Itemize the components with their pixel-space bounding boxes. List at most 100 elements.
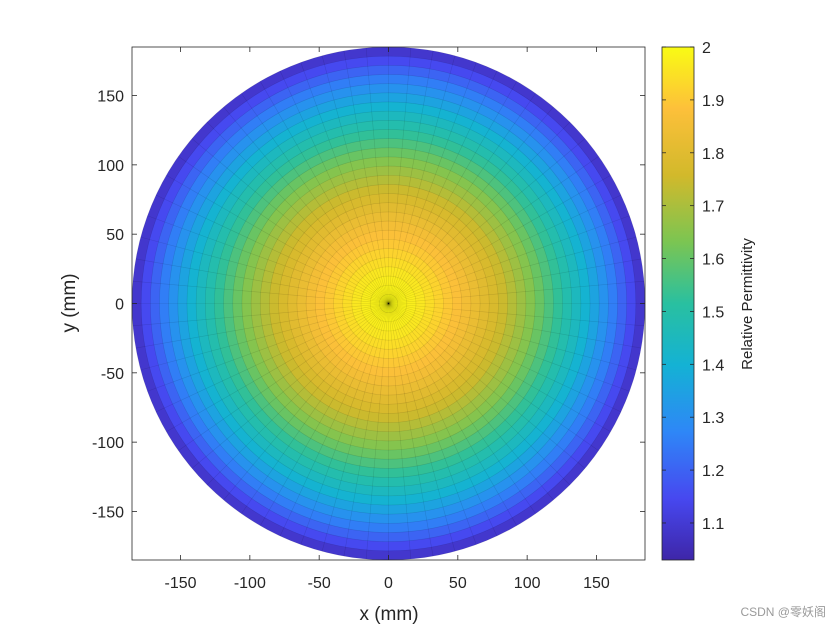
mesh-spoke [388,303,477,545]
y-tick-label: 50 [106,227,124,244]
mesh-spoke [388,70,498,304]
mesh-spoke [132,280,389,304]
mesh-spoke [388,215,630,304]
colorbar-ticks: 2 1.9 1.8 1.7 1.6 1.5 1.4 1.3 1.2 1.1 [662,40,724,533]
mesh-spoke [223,106,389,304]
mesh-spoke [191,138,389,304]
colorbar-tick-label: 1.3 [702,410,724,427]
mesh-ring [296,211,481,396]
mesh-ring [186,101,591,506]
mesh-spoke [300,303,389,545]
mesh-spoke [241,303,389,514]
mesh-spoke [140,236,389,304]
mesh-spoke [388,303,571,486]
mesh-spoke [388,303,456,552]
mesh-spoke [300,62,389,304]
y-tick-label: -50 [101,366,124,383]
mesh-lines [132,47,645,560]
mesh-ring [360,275,417,332]
mesh-spoke [388,121,571,304]
y-tick-label: 0 [115,297,124,314]
mesh-spoke [388,47,412,304]
mesh-ring [223,138,554,469]
mesh-ring [159,74,618,533]
colorbar-tick-label: 1.5 [702,304,724,321]
mesh-spoke [343,303,389,557]
mesh-spoke [343,50,389,304]
mesh-spoke [388,303,586,469]
x-tick-label: 150 [583,575,610,592]
mesh-spoke [259,303,389,526]
mesh-spoke [206,303,389,486]
mesh-ring [305,220,472,387]
colorbar-tick-label: 1.1 [702,516,724,533]
colorbar [661,46,695,561]
colorbar-tick-label: 2 [702,40,711,57]
mesh-spoke [132,303,389,327]
mesh-spoke [388,258,642,304]
mesh-spoke [388,303,637,371]
colorbar-label: Relative Permittivity [739,238,756,370]
mesh-spoke [388,303,630,392]
mesh-spoke [388,138,586,304]
mesh-ring [351,266,426,341]
mesh-spoke [388,194,622,304]
mesh-spoke [259,81,389,304]
mesh-spoke [388,303,599,451]
mesh-spoke [388,50,434,304]
mesh-spoke [388,303,498,537]
mesh-spoke [135,258,389,304]
mesh-spoke [388,62,477,304]
x-tick-label: 0 [384,575,393,592]
y-tick-label: 150 [97,89,124,106]
mesh-ring [140,55,637,552]
y-tick-label: -150 [92,504,124,521]
x-tick-label: -150 [165,575,197,592]
mesh-spoke [365,47,389,304]
mesh-ring [269,184,508,423]
mesh-spoke [388,156,599,304]
mesh-spoke [135,303,389,349]
mesh-spoke [155,303,389,413]
x-axis-label: x (mm) [359,604,418,625]
x-tick-label: 100 [514,575,541,592]
mesh-spoke [388,93,536,304]
mesh-spoke [388,303,536,514]
mesh-spoke [191,303,389,469]
colorbar-tick-label: 1.6 [702,252,724,269]
mesh-spoke [365,303,389,560]
mesh-ring [232,147,545,460]
colorbar-tick-label: 1.2 [702,463,724,480]
y-axis-label: y (mm) [59,273,80,332]
mesh-ring [204,119,573,488]
x-tick-label: -100 [234,575,266,592]
mesh-spoke [388,303,434,557]
mesh-spoke [388,303,645,327]
mesh-ring [195,110,582,497]
mesh-ring [150,65,627,542]
mesh-spoke [321,55,389,304]
mesh-ring [168,83,609,524]
mesh-spoke [388,303,554,501]
mesh-spoke [388,106,554,304]
x-tick-label: -50 [308,575,331,592]
mesh-spoke [147,215,389,304]
x-tick-label: 50 [449,575,467,592]
colorbar-tick-label: 1.8 [702,146,724,163]
mesh-ring [314,229,463,378]
mesh-spoke [178,303,389,451]
mesh-spoke [388,303,518,526]
mesh-spoke [155,194,389,304]
mesh-spoke [388,303,642,349]
mesh-spoke [166,303,389,433]
mesh-ring [324,239,453,368]
mesh-ring [287,202,490,405]
permittivity-band [379,294,398,313]
watermark: CSDN @零妖阁 [740,605,826,619]
mesh-spoke [321,303,389,552]
mesh-spoke [166,174,389,304]
y-axis: 150 100 50 0 -50 -100 -150 [92,89,645,521]
mesh-spoke [388,55,456,304]
mesh-ring [177,92,600,515]
